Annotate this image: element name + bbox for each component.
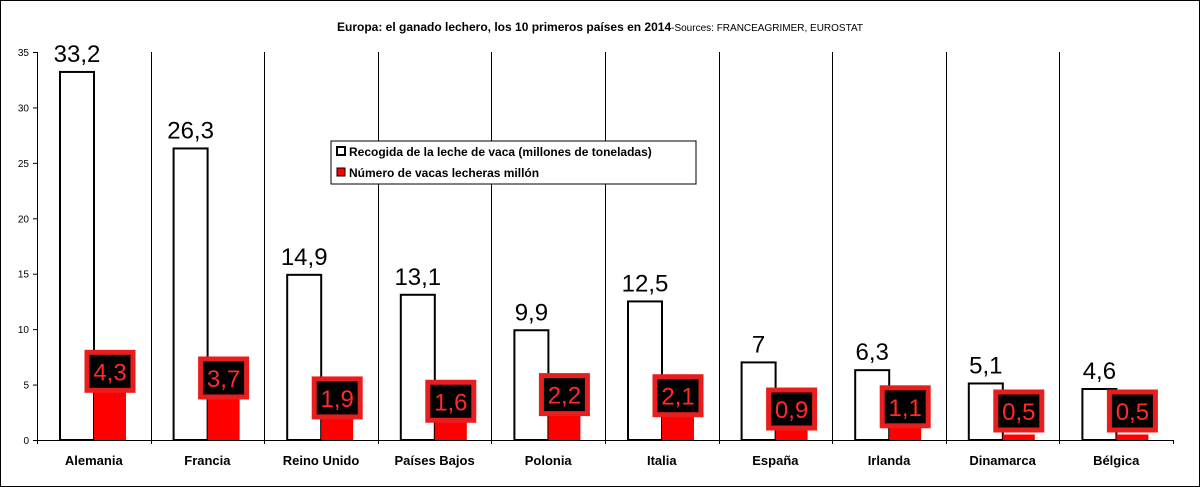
data-label-milk: 5,1 [969,352,1002,379]
x-tick-label: España [752,453,799,468]
bar-cows [321,418,354,440]
data-label-cows: 1,1 [889,395,922,422]
y-tick-label: 10 [18,325,30,336]
x-tick-label: Reino Unido [283,453,360,468]
y-tick-label: 5 [23,381,29,392]
bar-cows [548,415,581,440]
data-label-box-cows [993,389,1045,433]
data-label-cows: 0,5 [1002,399,1035,426]
data-label-milk: 9,9 [515,299,548,326]
x-tick-label: Dinamarca [969,453,1036,468]
bar-cows [1116,434,1149,440]
legend-label-milk: Recogida de la leche de vaca (millones d… [349,145,652,159]
data-label-cows: 2,1 [661,384,694,411]
legend: Recogida de la leche de vaca (millones d… [330,140,697,185]
x-tick-label: Países Bajos [394,453,474,468]
x-tick-label: Francia [184,453,231,468]
data-label-cows: 1,9 [321,386,354,413]
data-label-box-cows [879,385,931,429]
data-label-box-cows [311,376,363,420]
y-tick-label: 0 [23,436,29,447]
data-label-box-cows [538,373,590,417]
data-label-cows: 1,6 [434,389,467,416]
x-tick-label: Italia [647,453,677,468]
data-label-milk: 33,2 [54,41,101,68]
data-label-box-cows [425,379,477,423]
chart-title-main: Europa: el ganado lechero, los 10 primer… [337,20,671,34]
data-label-milk: 26,3 [167,117,214,144]
data-label-milk: 7 [752,331,765,358]
data-label-box-cows [84,349,136,393]
bar-cows [889,427,922,440]
data-label-box-cows [198,356,250,400]
legend-label-cows: Número de vacas lecheras millón [349,166,539,180]
data-label-box-cows [652,374,704,418]
bar-cows [434,422,467,440]
data-label-box-cows [766,387,818,431]
legend-swatch-milk [336,146,346,156]
x-tick-label: Alemania [65,453,124,468]
data-label-milk: 4,6 [1083,358,1116,385]
data-label-cows: 0,5 [1116,399,1149,426]
bar-cows [775,430,808,440]
axes-layer: 0 5 10 15 20 25 30 35 [18,48,1174,447]
labels-layer: Alemania 33,2 4,3 Francia 26,3 3,7 Reino Unido… [54,41,1158,468]
y-tick-label: 35 [18,48,30,59]
data-label-cows: 4,3 [93,359,126,386]
data-label-cows: 3,7 [207,366,240,393]
legend-swatch-cows [336,167,346,177]
x-tick-label: Polonia [525,453,573,468]
bar-cows [662,416,694,440]
y-tick-label: 15 [18,270,30,281]
data-label-milk: 13,1 [394,264,441,291]
data-label-cows: 0,9 [775,397,808,424]
x-tick-label: Irlanda [868,453,911,468]
y-tick-label: 30 [18,103,30,114]
x-tick-label: Bélgica [1093,453,1140,468]
data-label-box-cows [1106,389,1158,433]
bar-cows [1002,434,1035,440]
chart-title: Europa: el ganado lechero, los 10 primer… [337,20,863,34]
bar-milk [627,300,663,441]
data-label-milk: 6,3 [856,339,889,366]
bar-cows [207,398,240,440]
data-label-milk: 14,9 [281,244,328,271]
y-tick-label: 25 [18,159,30,170]
data-label-milk: 12,5 [622,270,669,297]
chart-title-sources: -Sources: FRANCEAGRIMER, EUROSTAT [671,23,863,34]
data-label-cows: 2,2 [548,383,581,410]
legend-box [330,140,697,185]
y-tick-label: 20 [18,214,30,225]
bar-cows [94,392,126,440]
